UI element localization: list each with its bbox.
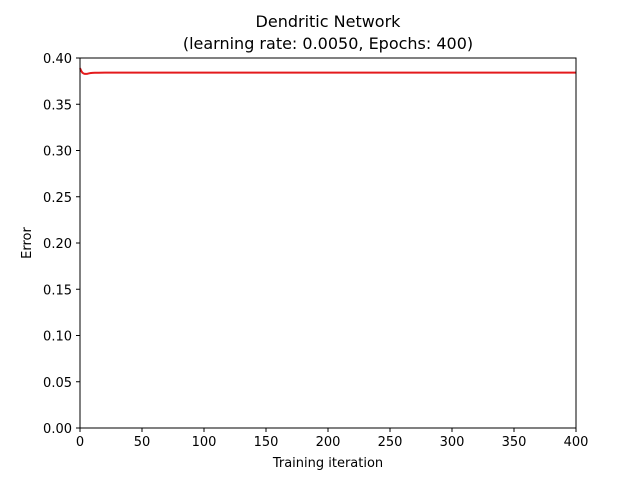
y-tick-label: 0.40 <box>43 52 72 67</box>
series-group <box>79 67 576 75</box>
y-tick-label: 0.05 <box>43 376 72 391</box>
y-axis-label: Error <box>20 227 35 259</box>
chart-title: Dendritic Network <box>256 12 402 31</box>
axis-ticks: 0 50 100 150 200 250 300 350 400 0.00 0.05 0.10 0.15… <box>43 52 588 450</box>
x-tick-label: 300 <box>440 435 465 450</box>
y-tick-label: 0.25 <box>43 191 72 206</box>
y-tick-label: 0.30 <box>43 145 72 160</box>
y-tick-label: 0.15 <box>43 283 72 298</box>
x-tick-label: 150 <box>254 435 279 450</box>
y-tick-label: 0.20 <box>43 237 72 252</box>
x-tick-label: 0 <box>76 435 84 450</box>
x-tick-label: 250 <box>378 435 403 450</box>
error-series-line <box>79 67 576 75</box>
y-tick-label: 0.10 <box>43 330 72 345</box>
x-tick-label: 200 <box>316 435 341 450</box>
y-tick-label: 0.00 <box>43 422 72 437</box>
plot-area-frame <box>79 57 577 429</box>
y-tick-label: 0.35 <box>43 98 72 113</box>
x-axis-label: Training iteration <box>272 456 383 471</box>
x-tick-label: 100 <box>192 435 217 450</box>
x-tick-label: 350 <box>502 435 527 450</box>
chart-subtitle: (learning rate: 0.0050, Epochs: 400) <box>183 34 473 53</box>
x-tick-label: 400 <box>564 435 589 450</box>
x-tick-label: 50 <box>134 435 151 450</box>
